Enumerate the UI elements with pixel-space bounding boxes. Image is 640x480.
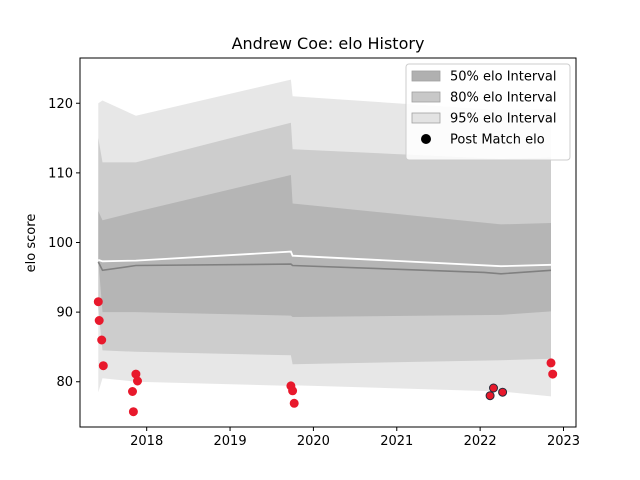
x-tick-label: 2019 <box>214 434 247 449</box>
chart-title: Andrew Coe: elo History <box>232 34 425 53</box>
legend-swatch <box>411 112 441 124</box>
post-match-point <box>485 391 495 401</box>
post-match-point <box>97 335 107 345</box>
legend-marker <box>421 134 431 144</box>
legend: 50% elo Interval 80% elo Interval 95% elo … <box>405 63 571 161</box>
axes: 2018 2019 2020 2021 2022 2023 80 90 100 110 120 <box>48 57 580 449</box>
legend-label: 95% elo Interval <box>450 112 557 127</box>
median-line <box>97 261 552 275</box>
x-tick-label: 2018 <box>130 434 163 449</box>
x-tick-label: 2022 <box>464 434 497 449</box>
post-match-point <box>289 398 299 408</box>
post-match-point <box>288 386 298 396</box>
legend-box <box>405 63 571 161</box>
post-match-point <box>93 297 103 307</box>
post-match-point <box>98 361 108 371</box>
legend-label: 80% elo Interval <box>450 91 557 106</box>
y-tick-label: 110 <box>48 166 73 181</box>
post-match-point <box>498 387 508 397</box>
x-tick-label: 2020 <box>297 434 330 449</box>
interval-band-50 <box>98 175 552 317</box>
legend-swatch <box>411 70 441 82</box>
post-match-point <box>489 383 498 393</box>
y-tick-label: 100 <box>48 236 73 251</box>
post-match-point <box>128 387 137 396</box>
mean-line <box>98 250 552 268</box>
legend-label: 50% elo Interval <box>450 70 557 85</box>
x-tick-label: 2023 <box>547 434 580 449</box>
post-match-point <box>548 369 558 379</box>
x-tick-label: 2021 <box>380 434 413 449</box>
y-tick-label: 90 <box>56 306 73 321</box>
post-match-point <box>546 358 556 368</box>
y-tick-label: 120 <box>48 97 73 112</box>
post-match-point <box>128 407 138 417</box>
legend-label: Post Match elo <box>450 133 545 148</box>
post-match-point <box>133 376 142 386</box>
y-tick-label: 80 <box>56 375 73 390</box>
post-match-point <box>94 316 104 325</box>
y-axis-label: elo score <box>24 214 39 273</box>
legend-swatch <box>411 91 441 103</box>
